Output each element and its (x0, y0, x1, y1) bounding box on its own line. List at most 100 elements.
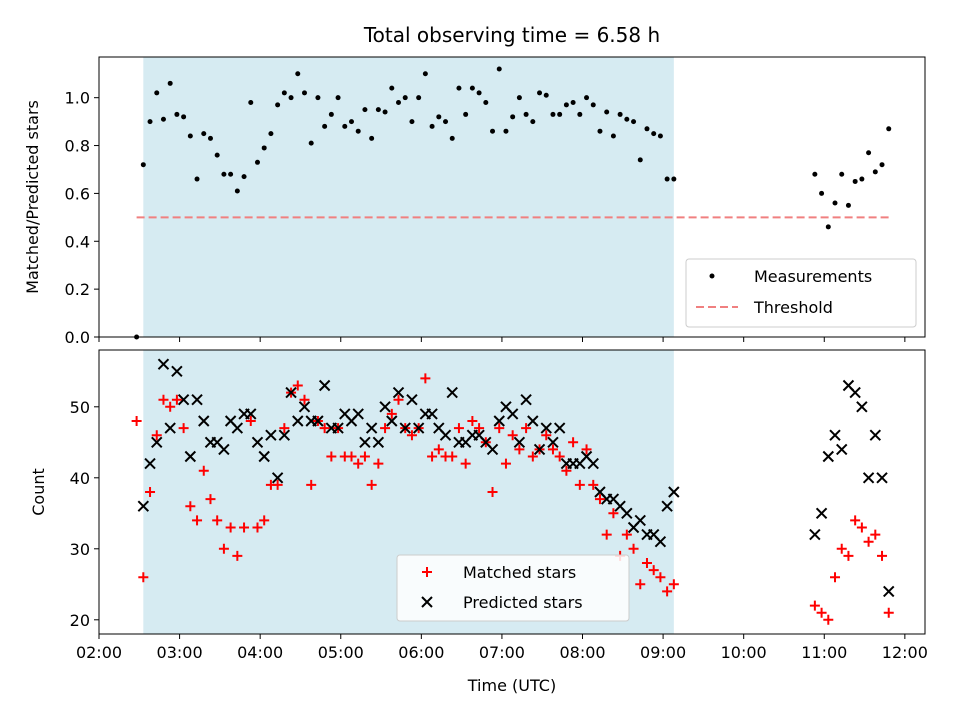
matched-star-point (225, 522, 236, 533)
matched-star-point (346, 451, 357, 462)
matched-star-point (561, 465, 572, 476)
y-tick-label: 0.8 (65, 137, 90, 156)
legend-measurements-label: Measurements (754, 267, 872, 286)
measurement-point (281, 90, 287, 96)
predicted-star-point (533, 443, 546, 456)
matched-star-point (165, 401, 176, 412)
matched-star-point (218, 543, 229, 554)
matched-star-point (359, 451, 370, 462)
measurement-point (637, 157, 643, 163)
matched-star-point (299, 394, 310, 405)
x-tick-label: 04:00 (237, 643, 283, 662)
measurement-point (301, 90, 307, 96)
measurement-point (644, 126, 650, 132)
measurement-point (584, 95, 590, 101)
bottom-panel-marks (131, 358, 895, 625)
matched-star-point (460, 458, 471, 469)
predicted-star-point (493, 415, 505, 427)
measurement-point (261, 145, 267, 151)
matched-star-point (232, 550, 243, 561)
measurement-point (819, 190, 825, 196)
measurement-point (590, 102, 596, 108)
measurement-point (288, 95, 294, 101)
measurement-point (563, 102, 569, 108)
legend-x-marker (421, 596, 433, 608)
matched-star-point (655, 572, 666, 583)
predicted-star-point (486, 443, 499, 456)
measurement-point (349, 119, 355, 125)
predicted-star-point (426, 408, 438, 420)
x-axis-label: Time (UTC) (467, 676, 556, 695)
matched-star-point (521, 423, 532, 434)
matched-star-point (843, 550, 854, 561)
matched-star-point (252, 522, 263, 533)
measurement-point (382, 109, 388, 115)
measurement-point (845, 202, 851, 208)
measurement-point (490, 128, 496, 134)
measurement-point (503, 128, 509, 134)
predicted-star-point (634, 514, 646, 527)
top-y-axis: 0.0 0.2 0.4 0.6 0.8 1.0 (65, 89, 99, 347)
matched-star-point (628, 543, 639, 554)
top-panel-marks (134, 66, 892, 340)
measurement-point (597, 128, 603, 134)
matched-star-point (245, 416, 256, 426)
predicted-star-point (285, 386, 297, 399)
measurement-point (248, 99, 254, 105)
predicted-star-point (883, 585, 895, 598)
measurement-point (268, 131, 274, 137)
matched-star-point (145, 487, 156, 497)
predicted-star-point (318, 379, 331, 392)
predicted-star-point (836, 443, 848, 456)
y-tick-label: 30 (70, 540, 90, 559)
top-x-axis (98, 337, 906, 342)
matched-star-point (138, 572, 149, 583)
x-tick-label: 05:00 (318, 643, 364, 662)
measurement-point (577, 111, 583, 117)
top-y-axis-label: Matched/Predicted stars (23, 100, 42, 294)
measurement-point (187, 133, 193, 139)
x-tick-label: 07:00 (479, 643, 525, 662)
measurement-point (523, 111, 529, 117)
predicted-star-point (862, 472, 875, 484)
matched-star-point (178, 423, 189, 434)
measurement-point (181, 114, 187, 120)
matched-star-point (856, 522, 867, 533)
matched-star-point (171, 394, 182, 405)
measurement-point (228, 171, 234, 177)
matched-star-point (883, 607, 894, 618)
measurement-point (234, 188, 240, 194)
x-tick-label: 08:00 (559, 643, 605, 662)
matched-star-point (239, 522, 250, 533)
measurement-point (214, 152, 220, 158)
bottom-x-axis: 02:00 03:00 04:00 05:00 06:00 07:00 08:00 09:00… (76, 634, 928, 662)
bottom-y-axis: 20 30 40 50 (70, 398, 99, 630)
legend-measurements-marker (709, 273, 715, 279)
measurement-point (872, 169, 878, 175)
measurement-point (631, 119, 637, 125)
matched-star-point (500, 458, 511, 469)
measurement-point (832, 200, 838, 206)
predicted-star-point (439, 429, 452, 441)
predicted-star-point (386, 415, 398, 427)
legend-matched-label: Matched stars (463, 563, 576, 582)
matched-star-point (547, 444, 558, 455)
predicted-star-point (399, 422, 411, 434)
measurement-point (140, 162, 146, 168)
y-tick-label: 0.6 (65, 184, 90, 203)
predicted-star-point (520, 393, 532, 406)
predicted-star-point (298, 401, 311, 413)
predicted-star-point (406, 393, 418, 406)
predicted-star-point (365, 422, 378, 434)
x-tick-label: 10:00 (721, 643, 767, 662)
legend-threshold-label: Threshold (753, 298, 833, 317)
measurement-point (295, 71, 301, 77)
predicted-star-point (849, 386, 861, 399)
bottom-legend-box (396, 554, 630, 622)
measurement-point (469, 85, 475, 91)
measurement-point (147, 119, 153, 125)
legend-predicted-marker (421, 596, 433, 608)
matched-star-point (621, 529, 632, 540)
predicted-star-point (527, 415, 539, 427)
